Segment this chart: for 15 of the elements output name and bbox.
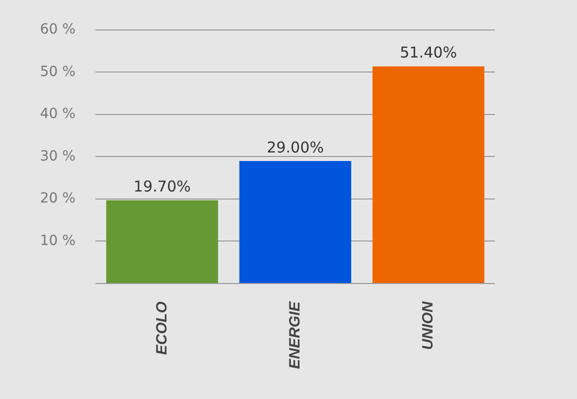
bar [239, 160, 352, 283]
y-tick-label: 40 % [40, 106, 76, 122]
data-label: 51.40% [400, 44, 458, 62]
y-tick-label: 20 % [40, 190, 76, 207]
bar [106, 200, 218, 283]
x-tick-label: ENERGIE [286, 300, 304, 369]
bar [372, 66, 484, 283]
x-tick-label: UNION [420, 300, 437, 350]
y-tick-label: 10 % [40, 232, 76, 249]
data-label: 19.70% [134, 178, 191, 196]
data-label: 29.00% [266, 138, 324, 156]
x-tick-label: ECOLO [153, 301, 170, 355]
y-tick-label: 50 % [40, 64, 76, 80]
y-tick-label: 60 % [40, 22, 76, 38]
y-tick-label: 30 % [40, 148, 76, 164]
